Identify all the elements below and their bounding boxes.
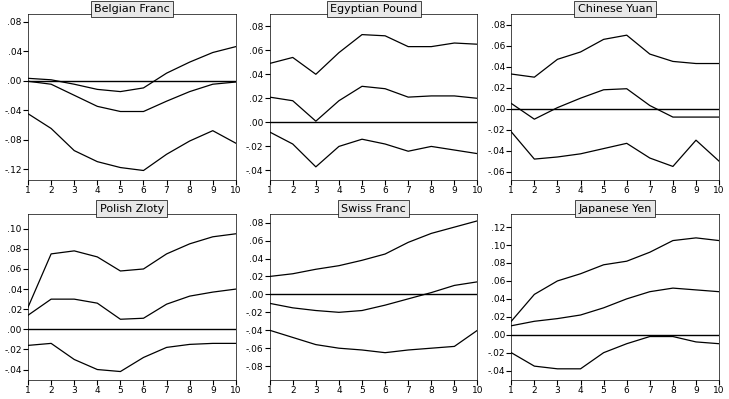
Title: Belgian Franc: Belgian Franc bbox=[94, 4, 170, 14]
Title: Japanese Yen: Japanese Yen bbox=[579, 203, 652, 214]
Title: Egyptian Pound: Egyptian Pound bbox=[330, 4, 417, 14]
Title: Swiss Franc: Swiss Franc bbox=[341, 203, 406, 214]
Title: Chinese Yuan: Chinese Yuan bbox=[578, 4, 652, 14]
Title: Polish Zloty: Polish Zloty bbox=[100, 203, 164, 214]
